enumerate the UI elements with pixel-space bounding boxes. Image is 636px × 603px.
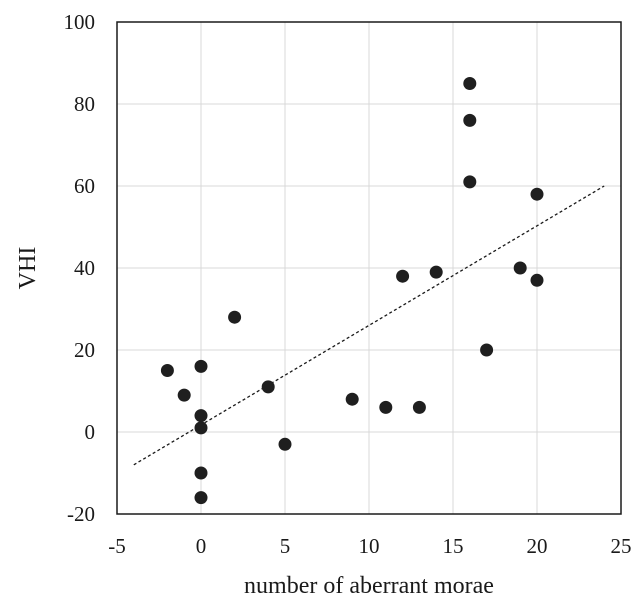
y-tick-label-1: 0 — [85, 420, 96, 444]
data-point-12 — [396, 269, 410, 283]
data-point-10 — [345, 392, 359, 406]
y-axis-title: VHI — [15, 247, 41, 290]
data-point-15 — [463, 77, 477, 90]
data-point-21 — [530, 273, 544, 287]
y-tick-label-4: 60 — [74, 174, 95, 198]
x-tick-label-6: 25 — [611, 534, 632, 558]
y-tick-label-0: -20 — [67, 502, 95, 526]
data-point-9 — [278, 437, 292, 451]
y-tick-label-6: 100 — [64, 10, 96, 34]
data-point-2 — [194, 359, 208, 373]
data-points — [160, 77, 544, 505]
y-tick-label-3: 40 — [74, 256, 95, 280]
data-point-7 — [228, 310, 242, 324]
data-point-4 — [194, 421, 208, 435]
x-tick-label-2: 5 — [280, 534, 291, 558]
data-point-17 — [463, 175, 477, 189]
data-point-13 — [412, 400, 426, 414]
data-point-19 — [513, 261, 527, 275]
data-point-6 — [194, 491, 208, 505]
data-point-8 — [261, 380, 275, 394]
x-tick-label-5: 20 — [527, 534, 548, 558]
data-point-18 — [480, 343, 494, 357]
data-point-20 — [530, 187, 544, 201]
data-point-0 — [160, 364, 174, 377]
data-point-5 — [194, 466, 208, 480]
x-tick-label-4: 15 — [443, 534, 464, 558]
data-point-14 — [429, 265, 443, 279]
data-point-11 — [379, 400, 393, 414]
data-point-3 — [194, 409, 208, 423]
data-point-16 — [463, 113, 477, 127]
x-axis-title: number of aberrant morae — [244, 573, 494, 599]
x-tick-label-0: -5 — [108, 534, 126, 558]
data-point-1 — [177, 388, 191, 402]
y-tick-label-5: 80 — [74, 92, 95, 116]
x-tick-label-3: 10 — [359, 534, 380, 558]
y-axis-tick-labels: -20 0 20 40 60 80 100 — [64, 10, 96, 526]
grid-lines — [117, 22, 621, 514]
x-axis-tick-labels: -5 0 5 10 15 20 25 — [108, 534, 631, 558]
x-tick-label-1: 0 — [196, 534, 207, 558]
y-tick-label-2: 20 — [74, 338, 95, 362]
plot-area-frame — [116, 21, 622, 515]
